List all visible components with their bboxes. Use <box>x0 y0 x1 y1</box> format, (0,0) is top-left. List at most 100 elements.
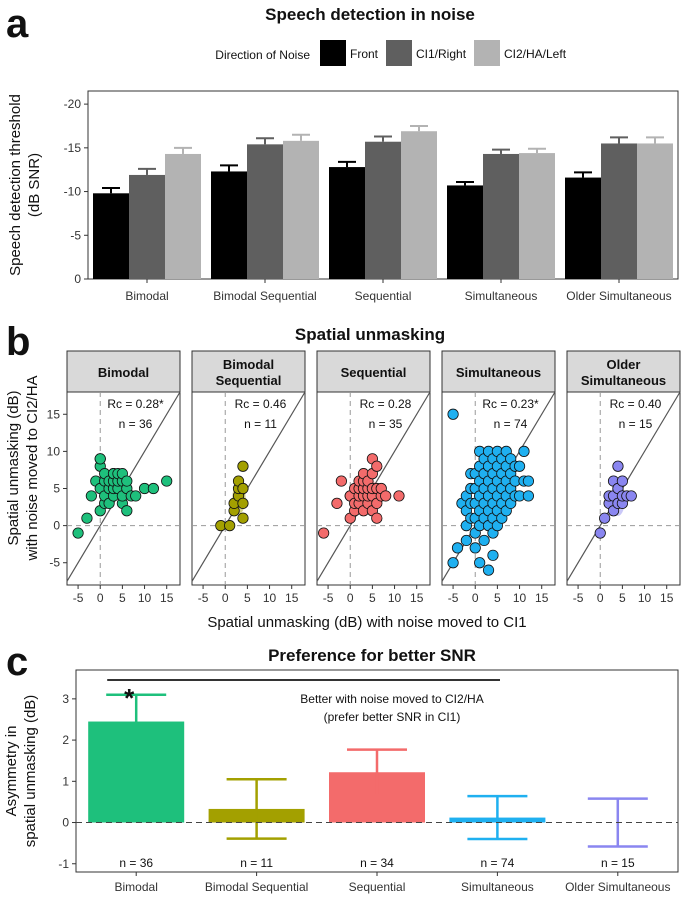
panel-b-ylabel: Spatial unmasking (dB) with noise moved t… <box>5 375 41 561</box>
x-tick-label: Bimodal <box>115 880 158 894</box>
y-tick-label: 0 <box>62 816 69 830</box>
data-point <box>599 512 611 524</box>
panel-c-title: Preference for better SNR <box>268 646 476 665</box>
n-label: n = 15 <box>601 856 635 870</box>
data-point <box>121 475 133 487</box>
x-tick-label: 10 <box>638 591 652 605</box>
panel-a-speech-detection: Speech detection in noise Direction of No… <box>7 5 679 303</box>
data-point <box>318 527 330 539</box>
data-point <box>335 475 347 487</box>
identity-line <box>566 391 681 582</box>
significance-star: * <box>124 683 135 713</box>
bar-front <box>211 171 247 279</box>
bar-ci2-ha-left <box>519 153 555 279</box>
y-tick-label: 2 <box>62 733 69 747</box>
facet-4: Simultaneous Rc = 0.23* n = 74 -5 0 5 10 15 <box>441 350 556 605</box>
rc-label: Rc = 0.40 <box>610 397 662 411</box>
facet-title-line-2: Sequential <box>216 373 282 388</box>
ylabel-line-2: spatial unmasking (dB) <box>22 695 39 848</box>
panel-a-legend: Direction of Noise Front CI1/Right CI2/HA/L… <box>215 40 567 66</box>
x-tick-label: Bimodal Sequential <box>213 289 316 303</box>
data-point <box>625 490 637 502</box>
ylabel-line-1: Asymmetry in <box>3 726 20 817</box>
bar-ci1-right <box>365 141 401 279</box>
data-point <box>147 482 160 495</box>
panel-b-title: Spatial unmasking <box>295 325 445 344</box>
x-tick-label: 5 <box>244 591 251 605</box>
y-tick-label: -5 <box>70 228 81 242</box>
legend-label-1: Front <box>350 47 379 61</box>
data-point <box>474 557 486 569</box>
ylabel-line-2: (dB SNR) <box>26 153 43 217</box>
panel-b-spatial-unmasking: Spatial unmasking Spatial unmasking (dB) w… <box>5 325 681 631</box>
n-label: n = 34 <box>360 856 394 870</box>
n-label: n = 15 <box>619 417 653 431</box>
data-point <box>393 490 405 502</box>
ylabel-line-1: Speech detection threshold <box>7 94 24 276</box>
data-point <box>130 490 142 502</box>
x-tick-label: 5 <box>369 591 376 605</box>
data-point <box>72 527 84 539</box>
data-point <box>85 490 97 502</box>
annotation-line-2: (prefer better SNR in CI1) <box>324 710 461 724</box>
bar-ci1-right <box>601 143 637 279</box>
data-point <box>224 520 236 532</box>
panel-label-b: b <box>6 320 31 364</box>
y-tick-label: -10 <box>64 185 82 199</box>
panel-label-a: a <box>6 2 29 46</box>
data-point <box>460 534 472 547</box>
legend-swatch-2 <box>386 40 412 66</box>
ylabel-line-2: with noise moved to CI2/HA <box>24 375 41 561</box>
x-tick-label: 10 <box>138 591 152 605</box>
x-tick-label: Bimodal Sequential <box>205 880 308 894</box>
bar-front <box>565 177 601 279</box>
bar-front <box>447 185 483 279</box>
data-point <box>237 460 249 472</box>
legend-label-2: CI1/Right <box>416 47 467 61</box>
x-tick-label: Older Simultaneous <box>565 880 670 894</box>
panel-b-xlabel: Spatial unmasking (dB) with noise moved … <box>207 614 526 631</box>
x-tick-label: -5 <box>73 591 84 605</box>
x-tick-label: 5 <box>619 591 626 605</box>
y-tick-label: 3 <box>62 692 69 706</box>
data-point <box>469 542 481 554</box>
facet-title-line-1: Older <box>607 357 641 372</box>
rc-label: Rc = 0.46 <box>235 397 287 411</box>
bar-ci1-right <box>247 144 283 279</box>
facet-strip <box>441 350 556 393</box>
data-point <box>482 564 495 576</box>
y-tick-label: 0 <box>53 519 60 533</box>
data-point <box>121 505 133 517</box>
x-tick-label: Simultaneous <box>465 289 538 303</box>
bar-ci1-right <box>483 153 519 279</box>
data-point <box>161 475 173 487</box>
identity-line <box>191 391 306 582</box>
legend-title: Direction of Noise <box>215 48 310 62</box>
y-tick-label: -20 <box>64 97 82 111</box>
facet-1: Bimodal Rc = 0.28* n = 36 -5 0 5 10 15 -5 0 5 10 15 <box>47 350 181 605</box>
x-tick-label: 10 <box>513 591 527 605</box>
legend-swatch-3 <box>474 40 500 66</box>
n-label: n = 35 <box>369 417 403 431</box>
x-tick-label: Sequential <box>349 880 406 894</box>
x-tick-label: 0 <box>222 591 229 605</box>
facet-strip <box>191 350 306 393</box>
facet-title-line-1: Bimodal <box>223 357 274 372</box>
facet-3: Sequential Rc = 0.28 n = 35 -5 0 5 10 15 <box>316 350 431 605</box>
data-point <box>612 460 624 472</box>
data-point <box>447 557 459 569</box>
y-tick-label: 10 <box>47 444 61 458</box>
data-point <box>594 527 606 539</box>
data-point <box>371 460 383 472</box>
bar-front <box>93 193 129 279</box>
data-point <box>522 490 535 502</box>
data-point <box>447 408 459 420</box>
data-point <box>487 549 499 561</box>
y-tick-label: -1 <box>58 857 69 871</box>
data-point <box>94 453 106 465</box>
x-tick-label: -5 <box>573 591 584 605</box>
x-tick-label: -5 <box>448 591 459 605</box>
x-tick-label: 5 <box>494 591 501 605</box>
data-point <box>522 475 535 487</box>
